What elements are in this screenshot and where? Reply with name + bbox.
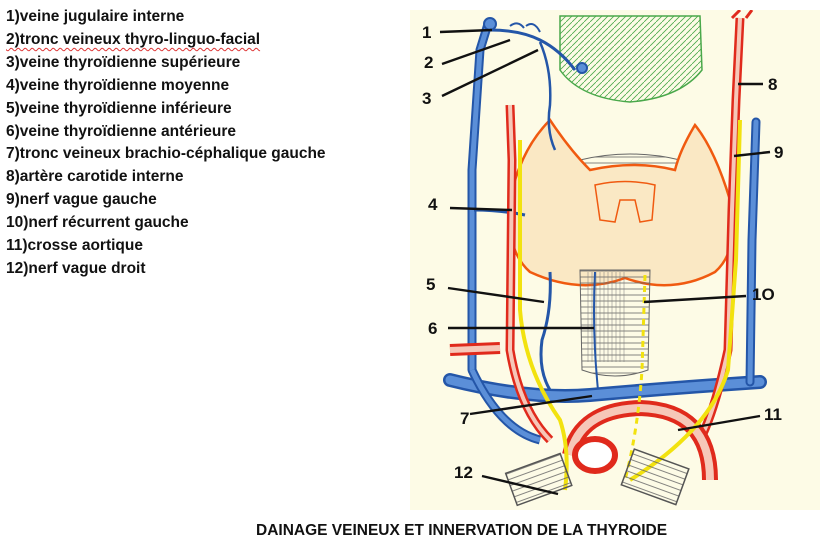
right-bronchus: [504, 452, 573, 507]
legend-item-1: 1)veine jugulaire interne: [6, 8, 185, 25]
figure-number-2: 2: [424, 53, 433, 72]
thyro-linguo-facial-trunk: [489, 28, 577, 71]
figure-number-7: 7: [460, 409, 469, 428]
jugular-vein-cut: [483, 17, 497, 31]
legend-item-5: 5)veine thyroïdienne inférieure: [6, 99, 232, 117]
left-recurrent-nerve: [623, 274, 647, 481]
legend-item-8: 8)artère carotide interne: [6, 168, 184, 186]
legend-item-9: 9)nerf vague gauche: [6, 191, 157, 209]
legend-item-10: 10)nerf récurrent gauche: [6, 214, 189, 232]
figure-number-8: 8: [768, 75, 777, 94]
figure-number-10: 1O: [752, 285, 775, 304]
figure-number-12: 12: [454, 463, 473, 482]
legend-item-12: 12)nerf vague droit: [6, 259, 146, 277]
superior-thyroid-vein: [538, 41, 557, 151]
legend-item-2: 2)tronc veineux thyro-linguo-facial: [6, 29, 326, 52]
figure-number-3: 3: [422, 89, 431, 108]
figure-caption: DAINAGE VEINEUX ET INNERVATION DE LA THY…: [256, 522, 668, 539]
figure-number-6: 6: [428, 319, 437, 338]
figure-number-4: 4: [428, 195, 438, 214]
right-vagus-nerve: [518, 140, 569, 491]
thyroid-isthmus: [594, 180, 656, 223]
aorta-cross-section: [572, 436, 618, 474]
left-bronchus: [620, 448, 690, 506]
figure-number-9: 9: [774, 143, 783, 162]
legend-item-6: 6)veine thyroïdienne antérieure: [6, 122, 236, 140]
anterior-thyroid-vein: [593, 271, 599, 391]
legend-item-2-text: 2)tronc veineux thyro-linguo-facial: [6, 30, 261, 48]
figure-number-1: 1: [422, 23, 431, 42]
legend-item-11: 11)crosse aortique: [6, 237, 143, 255]
legend-item-7: 7)tronc veineux brachio-céphalique gauch…: [6, 145, 326, 163]
figure-number-11: 11: [764, 405, 782, 424]
legend-item-4: 4)veine thyroïdienne moyenne: [6, 76, 230, 94]
thyroid-cartilage: [559, 15, 703, 103]
inferior-thyroid-vein: [539, 271, 552, 391]
esophagus: [586, 272, 626, 362]
legend-list: 1)veine jugulaire interne 2)tronc veineu…: [6, 6, 326, 281]
thyroid-anatomy-figure: 1 2 3 4 5 6 7 8 9 1O 11 12: [410, 10, 820, 510]
legend-item-3: 3)veine thyroïdienne supérieure: [6, 53, 241, 71]
leader-lines: [439, 28, 771, 496]
figure-number-5: 5: [426, 275, 435, 294]
